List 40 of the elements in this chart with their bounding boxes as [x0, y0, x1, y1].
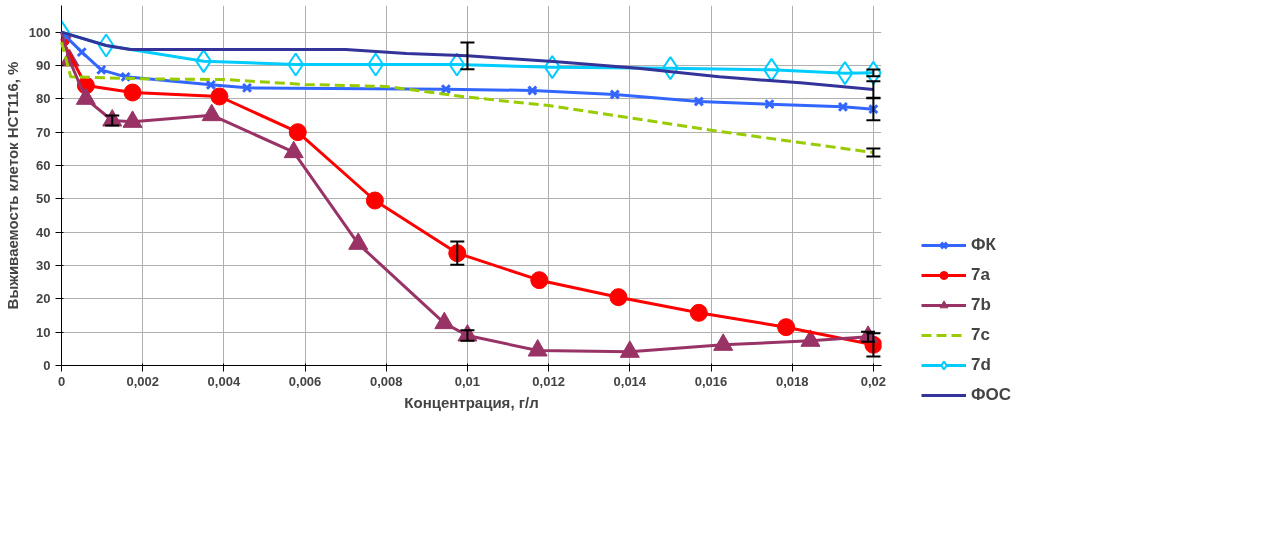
- point: [837, 101, 849, 113]
- y-tick-label: 10: [36, 324, 51, 340]
- point: [764, 98, 775, 110]
- y-tick-label: 100: [28, 24, 51, 40]
- legend-label: 7d: [971, 355, 992, 375]
- legend-label: 7a: [971, 265, 991, 285]
- legend-label: 7b: [971, 295, 992, 315]
- y-tick-label: 30: [36, 258, 51, 273]
- x-tick-label: 0,002: [126, 373, 159, 389]
- point: [527, 85, 538, 96]
- x-tick-label: 0,014: [613, 373, 647, 389]
- y-tick-label: 40: [36, 224, 51, 240]
- point: [95, 64, 107, 76]
- x-tick-label: 0,008: [369, 373, 403, 389]
- legend-label: 7c: [971, 325, 991, 345]
- y-tick-label: 20: [36, 291, 51, 307]
- x-tick-label: 0,01: [454, 373, 481, 389]
- point: [241, 82, 253, 94]
- y-tick-label: 90: [36, 58, 51, 73]
- x-axis-title: Концентрация, г/л: [404, 393, 539, 411]
- point: [609, 89, 621, 100]
- line-series: [60, 40, 875, 154]
- x-tick-label: 0,012: [532, 373, 565, 389]
- legend-label: ФК: [971, 235, 997, 255]
- point: [76, 46, 88, 58]
- point: [693, 96, 705, 107]
- x-tick-label: 0,02: [860, 373, 887, 389]
- y-tick-label: 0: [43, 358, 51, 373]
- y-tick-label: 70: [36, 124, 51, 140]
- x-tick-label: 0,018: [775, 373, 809, 389]
- x-tick-label: 0: [57, 373, 66, 389]
- x-tick-label: 0,004: [207, 373, 241, 389]
- x-tick-label: 0,016: [694, 373, 728, 389]
- point: [440, 83, 452, 95]
- y-tick-label: 50: [36, 191, 51, 207]
- y-tick-label: 80: [36, 91, 51, 107]
- y-axis-title: Выживаемость клеток HCT116, %: [3, 61, 21, 310]
- y-tick-label: 60: [36, 158, 51, 173]
- x-tick-label: 0,006: [288, 373, 322, 389]
- legend-label: ФОС: [971, 385, 1012, 405]
